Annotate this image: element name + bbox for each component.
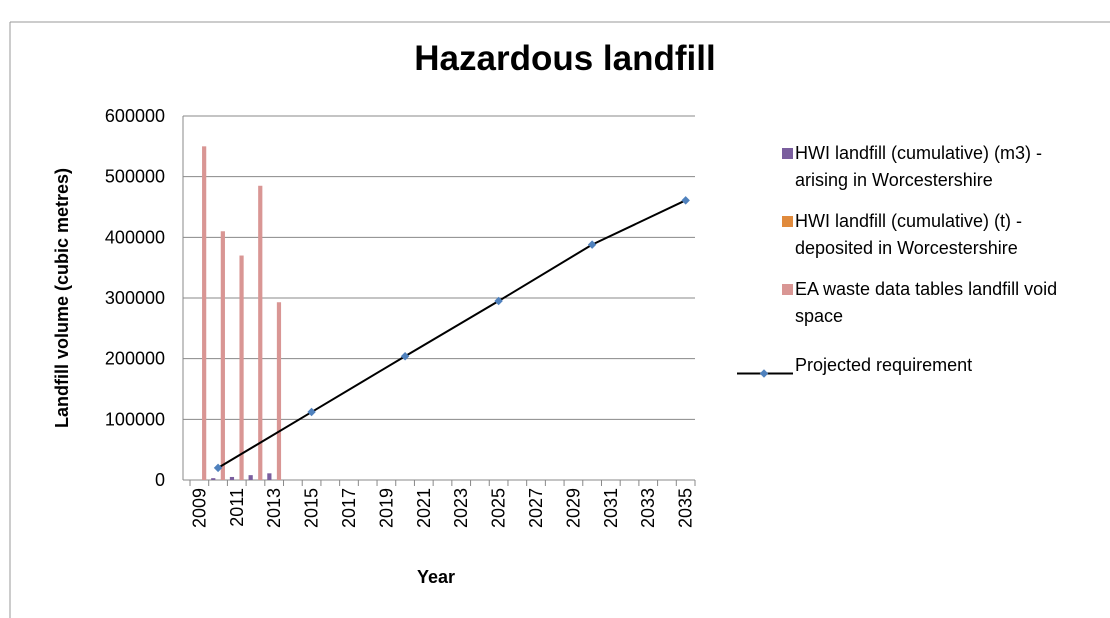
legend-item: HWI landfill (cumulative) (m3) - arising… [737, 140, 1067, 194]
y-tick-label: 600000 [105, 106, 165, 126]
legend-swatch [737, 284, 793, 295]
y-tick-label: 300000 [105, 288, 165, 308]
x-tick-label: 2019 [376, 488, 396, 528]
bar [202, 146, 207, 481]
chart-title: Hazardous landfill [414, 39, 715, 78]
x-tick-label: 2025 [489, 488, 509, 528]
x-tick-label: 2031 [601, 488, 621, 528]
marker [587, 240, 597, 249]
line [217, 199, 687, 469]
y-tick-label: 0 [155, 470, 165, 490]
x-tick-label: 2021 [414, 488, 434, 528]
bar [229, 476, 235, 480]
legend-label: HWI landfill (cumulative) (t) - deposite… [795, 211, 1023, 258]
marker [213, 463, 223, 473]
y-axis-label: Landfill volume (cubic metres) [52, 168, 72, 428]
legend-label: HWI landfill (cumulative) (m3) - arising… [795, 143, 1043, 190]
legend-swatch [737, 216, 793, 227]
y-tick-label: 500000 [105, 167, 165, 187]
bar [211, 478, 216, 480]
legend-swatch [737, 360, 793, 378]
legend-swatch [737, 148, 793, 159]
x-tick-label: 2035 [676, 488, 696, 528]
y-tick-label: 100000 [105, 409, 165, 429]
bar [220, 231, 225, 480]
x-tick-label: 2013 [264, 488, 284, 528]
x-tick-label: 2033 [638, 488, 658, 528]
legend-item: EA waste data tables landfill void space [737, 276, 1067, 330]
x-tick-label: 2015 [302, 488, 322, 528]
marker [494, 296, 503, 306]
x-tick-label: 2009 [189, 488, 209, 528]
x-tick-label: 2029 [563, 488, 583, 528]
legend-label: Projected requirement [795, 355, 973, 375]
x-tick-label: 2027 [526, 488, 546, 528]
y-tick-label: 400000 [105, 227, 165, 247]
marker [681, 196, 690, 205]
legend-item: Projected requirement [737, 352, 1067, 379]
marker [307, 407, 316, 417]
bar [258, 185, 263, 480]
x-tick-label: 2017 [339, 488, 359, 528]
x-axis-label: Year [417, 567, 455, 587]
bar [248, 475, 253, 480]
y-tick-label: 200000 [105, 349, 165, 369]
x-tick-label: 2011 [227, 488, 247, 527]
bar [239, 255, 244, 480]
marker [400, 351, 410, 361]
legend-line [737, 369, 793, 378]
legend: HWI landfill (cumulative) (m3) - arising… [737, 140, 1067, 393]
bar [267, 473, 272, 480]
legend-label: EA waste data tables landfill void space [795, 279, 1058, 326]
bar [276, 302, 282, 480]
x-tick-label: 2023 [451, 488, 471, 528]
legend-item: HWI landfill (cumulative) (t) - deposite… [737, 208, 1067, 262]
